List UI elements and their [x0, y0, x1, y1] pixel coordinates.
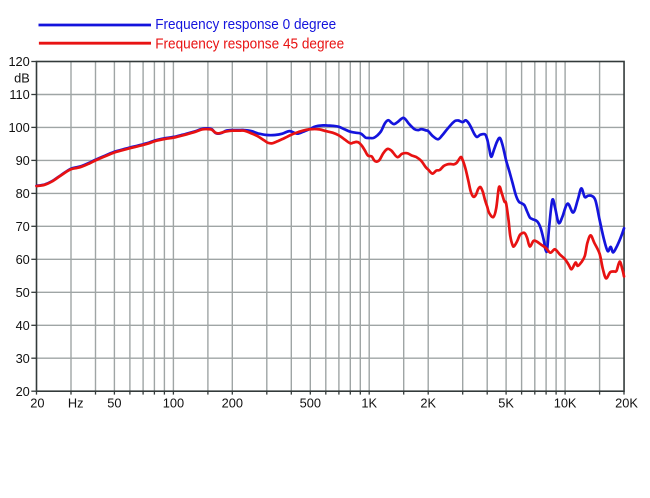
svg-text:70: 70 [16, 219, 30, 234]
svg-text:30: 30 [16, 351, 30, 366]
svg-text:2K: 2K [420, 395, 436, 410]
svg-text:20K: 20K [615, 395, 638, 410]
svg-text:80: 80 [16, 186, 30, 201]
svg-text:40: 40 [16, 318, 30, 333]
svg-text:50: 50 [107, 395, 121, 410]
svg-text:10K: 10K [554, 395, 577, 410]
svg-text:Frequency response 45 degree: Frequency response 45 degree [155, 36, 344, 53]
svg-text:90: 90 [16, 153, 30, 168]
svg-text:110: 110 [9, 87, 29, 102]
svg-text:120: 120 [8, 54, 29, 69]
svg-text:500: 500 [300, 395, 321, 410]
svg-text:50: 50 [16, 285, 30, 300]
svg-text:20: 20 [16, 384, 30, 399]
svg-text:200: 200 [222, 395, 243, 410]
svg-text:100: 100 [163, 395, 184, 410]
svg-text:Frequency response 0 degree: Frequency response 0 degree [155, 16, 336, 33]
svg-text:Hz: Hz [68, 395, 84, 410]
svg-text:100: 100 [8, 120, 29, 135]
svg-text:dB: dB [14, 71, 30, 86]
svg-text:1K: 1K [361, 395, 377, 410]
svg-text:20: 20 [30, 395, 44, 410]
svg-text:60: 60 [16, 252, 30, 267]
svg-text:5K: 5K [498, 395, 514, 410]
